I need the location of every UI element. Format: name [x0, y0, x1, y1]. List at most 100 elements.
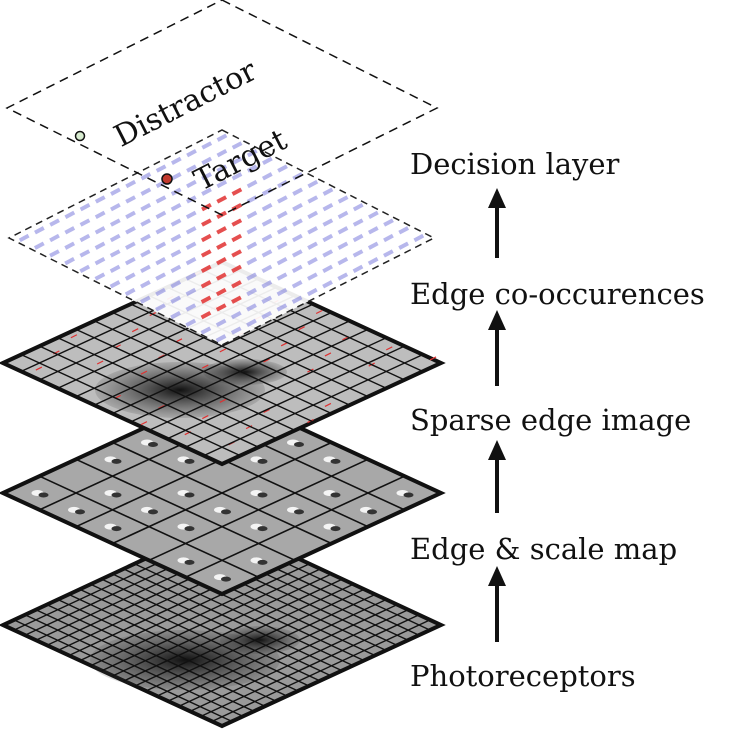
cooc-mark-blue: [94, 195, 106, 204]
cooc-mark-blue: [246, 164, 258, 173]
cooc-mark-blue: [337, 241, 349, 250]
cooc-mark-blue: [352, 249, 364, 258]
cooc-mark-blue: [140, 233, 151, 243]
cooc-mark-blue: [367, 241, 379, 250]
cooc-mark-blue: [383, 218, 394, 227]
cooc-mark-red: [215, 287, 227, 297]
cooc-mark-blue: [201, 156, 213, 165]
cooc-mark-blue: [383, 233, 394, 243]
cooc-mark-blue: [33, 241, 45, 250]
grid-line: [101, 578, 321, 682]
cooc-mark-blue: [201, 187, 212, 196]
cooc-mark-blue: [322, 280, 333, 289]
edge-kernel-dark: [148, 442, 158, 447]
cooc-mark-blue: [307, 179, 319, 189]
red-edge-mark: [298, 326, 305, 331]
cooc-mark-blue: [94, 257, 106, 266]
cooc-mark-blue: [49, 218, 60, 227]
photoreceptors-layer-label: Photoreceptors: [410, 659, 636, 693]
cooc-mark-blue: [367, 226, 379, 235]
cooc-mark-blue: [322, 264, 333, 273]
edge-kernel-dark: [330, 492, 341, 498]
cooc-mark-red: [200, 311, 212, 320]
cooc-mark-blue: [185, 210, 197, 219]
cooc-mark-blue: [64, 226, 76, 235]
cooc-mark-blue: [246, 179, 258, 189]
cooc-mark-red: [231, 264, 242, 273]
cooc-mark-blue: [49, 233, 60, 243]
cooc-mark-blue: [352, 218, 364, 227]
cooc-mark-blue: [109, 249, 121, 258]
grid-line: [177, 603, 398, 708]
cooc-mark-blue: [125, 226, 136, 235]
edge-kernel-dark: [38, 492, 49, 498]
red-edge-mark: [131, 328, 139, 333]
cooc-mark-blue: [306, 287, 318, 297]
cooc-mark-blue: [230, 326, 242, 335]
cooc-mark-blue: [307, 272, 318, 281]
grid-line: [134, 583, 354, 687]
cooc-mark-blue: [246, 241, 258, 250]
cooc-mark-blue: [261, 203, 273, 212]
cooc-mark-blue: [216, 164, 228, 173]
grid-line: [112, 573, 332, 677]
cooc-mark-blue: [201, 172, 212, 181]
cooc-mark-blue: [246, 210, 258, 219]
edge-scale-grid: [39, 408, 405, 578]
red-edge-mark: [429, 356, 437, 361]
edge-kernel-dark: [330, 526, 341, 532]
cooc-mark-blue: [170, 203, 182, 212]
red-edge-mark: [324, 402, 332, 407]
edge-kernel-dark: [294, 442, 304, 447]
cooccurrence-marks: [18, 133, 425, 343]
cooc-mark-red: [231, 233, 243, 243]
red-edge-mark: [219, 398, 227, 403]
cooc-mark-blue: [276, 272, 288, 281]
red-edge-mark: [140, 421, 148, 426]
arrow-up-1: [488, 188, 506, 258]
grid-line: [39, 345, 259, 448]
edge-kernel-dark: [111, 492, 122, 498]
cooc-mark-blue: [292, 172, 304, 181]
cooc-mark-blue: [155, 287, 166, 297]
grid-line: [39, 475, 259, 578]
cooc-mark-blue: [215, 318, 227, 327]
edge-kernel-dark: [330, 458, 341, 464]
cooc-mark-red: [216, 257, 227, 266]
cooc-mark-blue: [155, 210, 167, 219]
grid-line: [24, 614, 245, 718]
cooccurrence-layer: [7, 129, 436, 346]
cooc-mark-blue: [125, 179, 137, 189]
cooc-mark-blue: [292, 233, 303, 243]
cooc-mark-blue: [261, 187, 273, 196]
cooc-mark-blue: [292, 203, 303, 212]
cooc-mark-blue: [246, 226, 258, 235]
cooc-mark-red: [200, 280, 212, 289]
cooc-mark-blue: [277, 195, 288, 204]
cooc-mark-blue: [352, 264, 364, 273]
cooc-mark-blue: [79, 264, 91, 273]
cooc-mark-blue: [170, 311, 181, 320]
cooc-mark-blue: [337, 257, 349, 266]
cooc-mark-blue: [109, 264, 121, 273]
cooc-mark-blue: [307, 226, 318, 235]
edge-kernel-dark: [403, 492, 414, 498]
grid-line: [203, 353, 424, 457]
cooc-mark-blue: [186, 179, 197, 189]
cooc-mark-blue: [200, 326, 212, 335]
red-edge-mark: [140, 370, 148, 375]
cooc-mark-blue: [64, 241, 76, 250]
edge-kernel-dark: [221, 576, 231, 582]
grid-line: [90, 583, 310, 687]
cooc-mark-blue: [155, 241, 167, 250]
cooc-mark-blue: [155, 303, 166, 312]
cooc-mark-blue: [94, 241, 106, 250]
cooc-mark-blue: [337, 195, 349, 204]
cooc-mark-blue: [322, 203, 334, 212]
cooc-mark-blue: [231, 172, 243, 181]
cooc-mark-red: [200, 233, 212, 243]
cooc-mark-blue: [109, 233, 121, 243]
grid-line: [35, 609, 256, 713]
arrow-up-3: [488, 440, 506, 513]
cooc-mark-blue: [155, 226, 167, 235]
